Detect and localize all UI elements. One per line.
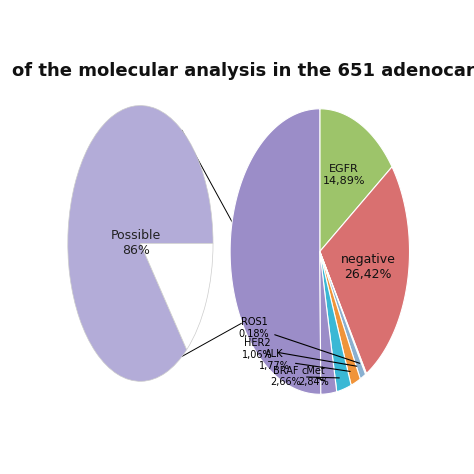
Polygon shape [320,252,366,374]
Polygon shape [320,252,351,392]
Polygon shape [230,109,321,394]
Text: BRAF
2,66%: BRAF 2,66% [270,365,339,387]
Wedge shape [68,106,213,381]
Text: Possible
86%: Possible 86% [111,229,161,257]
Text: ROS1
0,18%: ROS1 0,18% [239,317,360,363]
Text: EGFR
14,89%: EGFR 14,89% [323,164,365,186]
Text: negative
26,42%: negative 26,42% [341,253,396,281]
Polygon shape [320,252,360,385]
Text: cMet
2,84%: cMet 2,84% [299,365,329,387]
Polygon shape [320,252,337,394]
Polygon shape [320,109,392,252]
Text: ALK
1,77%: ALK 1,77% [259,349,350,372]
Polygon shape [320,252,365,379]
Text: HER2
1,06%: HER2 1,06% [242,338,357,366]
Text: of the molecular analysis in the 651 adenocar: of the molecular analysis in the 651 ade… [11,62,474,80]
Wedge shape [140,244,213,350]
Polygon shape [320,167,410,374]
